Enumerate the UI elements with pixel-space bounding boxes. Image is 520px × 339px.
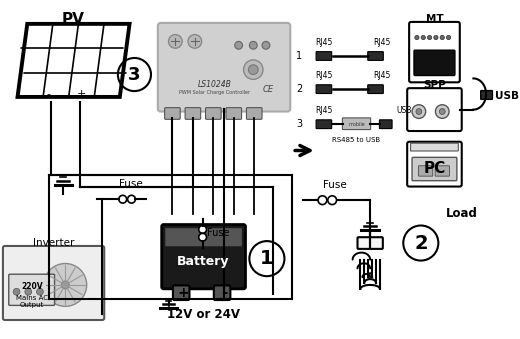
- Text: SPP: SPP: [423, 80, 446, 90]
- Circle shape: [61, 281, 69, 289]
- Circle shape: [249, 65, 258, 75]
- Circle shape: [119, 195, 127, 203]
- Text: Fuse: Fuse: [119, 179, 142, 190]
- FancyBboxPatch shape: [316, 120, 332, 128]
- Circle shape: [318, 196, 327, 204]
- Text: PV: PV: [62, 12, 84, 27]
- Circle shape: [25, 288, 32, 295]
- FancyBboxPatch shape: [9, 274, 55, 305]
- Text: 220V: 220V: [21, 282, 43, 292]
- FancyBboxPatch shape: [407, 88, 462, 131]
- Circle shape: [415, 35, 419, 40]
- FancyBboxPatch shape: [412, 157, 457, 181]
- Text: 2: 2: [296, 84, 302, 94]
- Text: mobile: mobile: [348, 122, 365, 127]
- FancyBboxPatch shape: [205, 108, 221, 119]
- Circle shape: [416, 108, 422, 115]
- Text: RJ45: RJ45: [316, 72, 333, 80]
- Text: 3: 3: [128, 65, 141, 83]
- FancyBboxPatch shape: [380, 120, 392, 128]
- Circle shape: [447, 35, 451, 40]
- Text: Inverter: Inverter: [33, 238, 74, 248]
- Circle shape: [412, 105, 426, 118]
- FancyBboxPatch shape: [162, 224, 245, 289]
- Circle shape: [199, 225, 206, 233]
- Text: RJ45: RJ45: [316, 38, 333, 47]
- FancyBboxPatch shape: [158, 23, 290, 112]
- Text: 2: 2: [414, 234, 427, 253]
- FancyBboxPatch shape: [185, 108, 201, 119]
- FancyBboxPatch shape: [214, 285, 230, 300]
- Text: USB: USB: [397, 106, 412, 116]
- Text: +: +: [177, 286, 189, 300]
- FancyBboxPatch shape: [342, 118, 371, 129]
- Text: -: -: [221, 285, 227, 300]
- Text: Fuse: Fuse: [207, 228, 230, 238]
- FancyBboxPatch shape: [226, 108, 242, 119]
- Text: RJ45: RJ45: [373, 38, 391, 47]
- Circle shape: [250, 41, 257, 49]
- Text: +: +: [77, 89, 86, 99]
- FancyBboxPatch shape: [165, 108, 180, 119]
- Text: Load: Load: [446, 207, 478, 220]
- Circle shape: [199, 233, 206, 241]
- FancyBboxPatch shape: [407, 142, 462, 186]
- Text: Mains AC
Output: Mains AC Output: [16, 295, 48, 308]
- Circle shape: [328, 196, 336, 204]
- FancyBboxPatch shape: [316, 52, 332, 60]
- Text: 1: 1: [260, 249, 274, 268]
- Circle shape: [427, 35, 432, 40]
- Text: LS1024B: LS1024B: [198, 80, 231, 89]
- Circle shape: [44, 263, 87, 306]
- Text: RJ45: RJ45: [373, 72, 391, 80]
- Circle shape: [435, 105, 449, 118]
- FancyBboxPatch shape: [480, 91, 492, 99]
- FancyBboxPatch shape: [368, 52, 383, 60]
- Text: 3: 3: [296, 119, 302, 129]
- FancyBboxPatch shape: [316, 85, 332, 94]
- Circle shape: [127, 195, 135, 203]
- Circle shape: [168, 35, 182, 48]
- Text: MT: MT: [426, 14, 443, 24]
- Text: PC: PC: [423, 161, 446, 176]
- FancyBboxPatch shape: [3, 246, 104, 320]
- FancyBboxPatch shape: [368, 85, 383, 94]
- Text: 1: 1: [296, 51, 302, 61]
- Text: Battery: Battery: [177, 255, 230, 268]
- FancyBboxPatch shape: [173, 285, 189, 300]
- Circle shape: [243, 60, 263, 79]
- FancyBboxPatch shape: [414, 50, 455, 76]
- Circle shape: [262, 41, 270, 49]
- Text: RS485 to USB: RS485 to USB: [332, 137, 381, 143]
- FancyBboxPatch shape: [411, 143, 458, 151]
- FancyBboxPatch shape: [358, 237, 383, 249]
- Circle shape: [13, 288, 20, 295]
- Circle shape: [235, 41, 242, 49]
- Circle shape: [434, 35, 438, 40]
- Circle shape: [188, 35, 202, 48]
- Circle shape: [36, 288, 43, 295]
- Circle shape: [421, 35, 425, 40]
- Text: CE: CE: [262, 85, 274, 94]
- Text: USB: USB: [495, 91, 519, 101]
- Circle shape: [440, 35, 445, 40]
- FancyBboxPatch shape: [409, 22, 460, 82]
- Text: RJ45: RJ45: [316, 106, 333, 116]
- Text: Fuse: Fuse: [323, 180, 347, 191]
- Text: -: -: [47, 89, 51, 99]
- Text: PWM Solar Charge Controller: PWM Solar Charge Controller: [179, 89, 250, 95]
- Circle shape: [439, 108, 445, 115]
- FancyBboxPatch shape: [246, 108, 262, 119]
- FancyBboxPatch shape: [419, 166, 433, 176]
- FancyBboxPatch shape: [165, 228, 242, 246]
- Text: 12V or 24V: 12V or 24V: [167, 308, 240, 321]
- FancyBboxPatch shape: [435, 166, 449, 176]
- Polygon shape: [18, 24, 129, 97]
